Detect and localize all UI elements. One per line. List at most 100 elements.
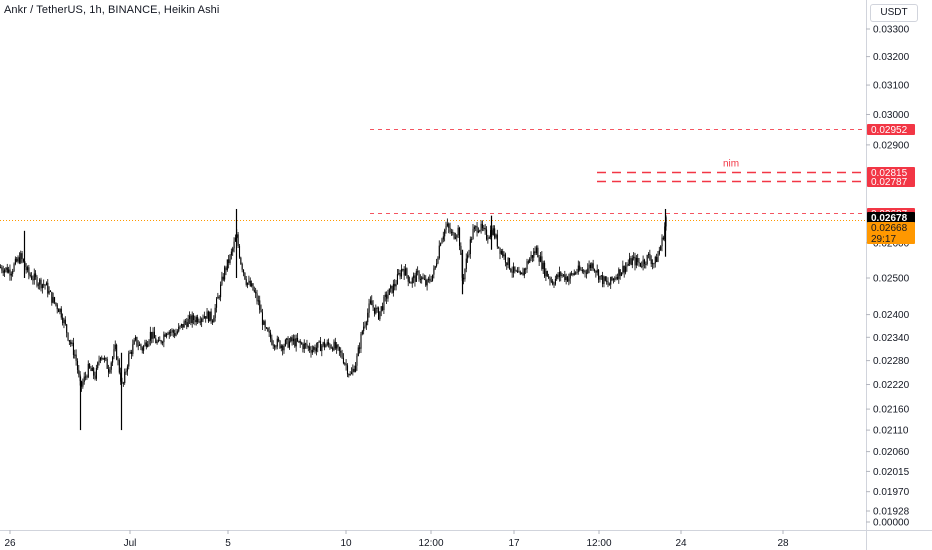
y-tick-label: 0.03100: [873, 81, 910, 92]
candle-body: [114, 344, 116, 350]
y-tick-label: 0.03200: [873, 52, 910, 63]
candle-body: [86, 376, 88, 378]
candle-body: [55, 302, 57, 305]
candle-body: [241, 264, 243, 270]
candle-body: [182, 323, 184, 328]
candle-body: [81, 381, 83, 387]
candle-body: [90, 367, 92, 371]
candle-body: [43, 284, 45, 286]
candle-body: [156, 341, 158, 344]
candle-body: [148, 340, 150, 345]
candle-body: [248, 280, 250, 283]
candle-body: [18, 257, 20, 263]
candle-body: [440, 243, 442, 246]
candle-body: [390, 285, 392, 289]
candle-body: [481, 223, 484, 229]
candle-body: [64, 319, 66, 325]
candle-body: [78, 369, 80, 375]
candle-body: [344, 363, 346, 365]
candle-body: [544, 262, 546, 277]
candle-body: [410, 282, 412, 284]
candle-body: [40, 279, 42, 289]
candle-body: [445, 225, 447, 230]
candle-body: [143, 346, 145, 351]
candle-body: [183, 321, 185, 328]
candle-body: [313, 347, 315, 350]
candle-body: [230, 251, 232, 256]
candle-body: [82, 382, 84, 387]
candle-body: [179, 325, 181, 327]
candle-body: [627, 263, 629, 266]
candle-body: [99, 357, 101, 361]
candle-body: [186, 322, 188, 327]
candle-body: [422, 277, 424, 279]
candle-body: [298, 340, 300, 342]
candle-body: [217, 296, 219, 299]
candle-body: [517, 270, 519, 273]
candle-body: [487, 238, 489, 240]
candle-body: [467, 255, 469, 259]
candle-body: [137, 345, 139, 347]
candle-body: [291, 337, 293, 342]
candle-body: [256, 293, 258, 302]
candle-body: [218, 296, 220, 298]
candle-body: [600, 275, 602, 277]
y-tick-label: 0.01970: [873, 487, 910, 498]
candle-body: [664, 226, 666, 240]
candle-body: [463, 277, 465, 280]
candle-body: [238, 245, 241, 258]
candle-body: [371, 300, 373, 306]
candle-body: [244, 272, 246, 280]
candle-body: [261, 312, 263, 325]
candle-body: [45, 282, 47, 286]
candle-body: [102, 357, 104, 360]
candle-body: [194, 320, 196, 323]
candle-body: [427, 278, 430, 280]
candle-body: [178, 326, 180, 332]
candle-body: [525, 268, 527, 270]
candle-body: [449, 227, 451, 233]
candle-body: [322, 342, 324, 346]
candle-body: [469, 239, 471, 255]
candle-body: [198, 321, 200, 323]
candle-body: [515, 270, 517, 272]
candle-body: [587, 268, 589, 274]
candle-body: [58, 309, 60, 313]
candle-body: [193, 315, 195, 321]
currency-button[interactable]: USDT: [870, 4, 918, 22]
candle-body: [595, 270, 597, 273]
candle-body: [144, 342, 146, 347]
candle-body: [98, 360, 100, 363]
candle-body: [68, 340, 70, 342]
candle-body: [392, 283, 394, 293]
candle-body: [494, 228, 496, 238]
candle-body: [645, 263, 647, 265]
candle-body: [47, 282, 49, 294]
candle-body: [477, 230, 479, 233]
candle-body: [379, 311, 381, 320]
candle-body: [437, 258, 439, 264]
candle-body: [8, 269, 10, 273]
candle-body: [172, 330, 174, 333]
candle-body: [510, 268, 512, 272]
candle-body: [535, 247, 538, 254]
candle-body: [382, 306, 384, 311]
candle-body: [357, 347, 359, 356]
candle-body: [530, 255, 532, 259]
candle-body: [457, 227, 459, 236]
candle-body: [391, 285, 393, 293]
candle-body: [214, 307, 216, 318]
candle-body: [419, 278, 421, 280]
candle-body: [228, 259, 230, 264]
candle-body: [526, 261, 528, 270]
candle-body: [348, 374, 350, 376]
candle-body: [36, 276, 38, 286]
y-tick-label: 0.00000: [873, 518, 910, 529]
candle-body: [484, 227, 486, 230]
candle-body: [135, 336, 137, 341]
candle-body: [623, 265, 625, 273]
candle-body: [32, 279, 34, 281]
candle-body: [203, 316, 205, 319]
